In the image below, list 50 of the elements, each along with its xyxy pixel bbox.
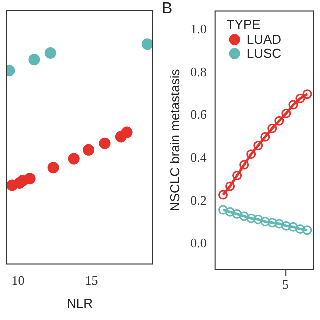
point <box>260 217 270 227</box>
y-tick-label: 0.4 <box>190 150 208 166</box>
point <box>240 212 250 222</box>
legend-label: LUSC <box>246 46 282 61</box>
y-tick-label: 0.6 <box>190 107 208 122</box>
point <box>246 150 256 160</box>
point <box>240 160 250 170</box>
point <box>44 47 56 59</box>
point <box>48 162 60 174</box>
x-axis-title: NLR <box>66 296 94 311</box>
point <box>99 138 111 150</box>
y-tick-label: 1.0 <box>190 22 207 36</box>
point <box>254 214 264 224</box>
point <box>274 116 284 126</box>
y-tick-label: 0.8 <box>190 64 207 80</box>
point <box>288 222 298 232</box>
legend-label: LUAD <box>246 32 282 47</box>
point <box>274 219 284 229</box>
point <box>68 153 80 165</box>
x-tick-label: 15 <box>85 273 98 288</box>
point <box>296 224 306 234</box>
y-tick-label: 0.2 <box>190 192 207 208</box>
point <box>83 144 95 156</box>
point <box>302 226 312 236</box>
point <box>254 141 264 151</box>
point <box>142 38 154 50</box>
x-tick-label: 10 <box>12 273 25 288</box>
point <box>282 221 292 231</box>
point <box>28 54 40 66</box>
point <box>302 90 312 100</box>
point <box>232 170 242 180</box>
text: B <box>162 0 173 18</box>
point <box>246 214 256 224</box>
point <box>24 173 36 185</box>
point <box>282 108 292 118</box>
text: 5 <box>282 276 289 292</box>
point <box>260 132 270 142</box>
point <box>296 94 306 104</box>
point <box>121 126 133 138</box>
y-tick-label: 0.0 <box>190 236 207 251</box>
point <box>268 218 278 228</box>
legend-title: TYPE <box>226 16 262 32</box>
point <box>218 190 228 200</box>
point <box>268 124 278 134</box>
point <box>232 210 242 220</box>
point <box>226 207 236 217</box>
point <box>226 182 236 192</box>
point <box>288 100 298 110</box>
point <box>218 205 228 215</box>
y-axis-title: NSCLC brain metastasis <box>167 68 182 212</box>
